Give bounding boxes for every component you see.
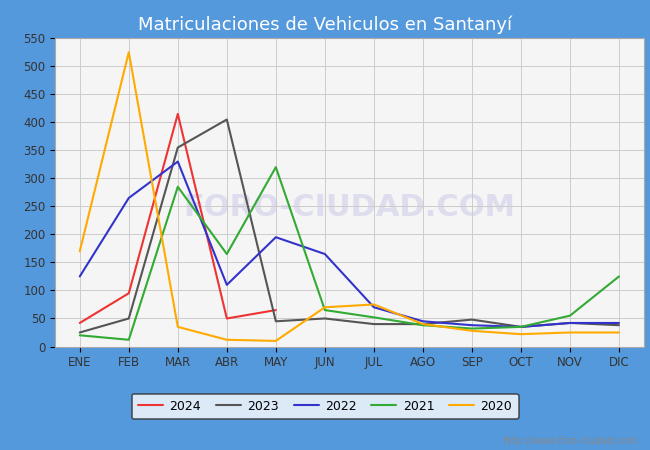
Legend: 2024, 2023, 2022, 2021, 2020: 2024, 2023, 2022, 2021, 2020 bbox=[131, 393, 519, 419]
Text: http://www.foro-ciudad.com: http://www.foro-ciudad.com bbox=[502, 436, 637, 446]
Text: FORO-CIUDAD.COM: FORO-CIUDAD.COM bbox=[183, 194, 515, 222]
Text: Matriculaciones de Vehiculos en Santanyí: Matriculaciones de Vehiculos en Santanyí bbox=[138, 15, 512, 34]
